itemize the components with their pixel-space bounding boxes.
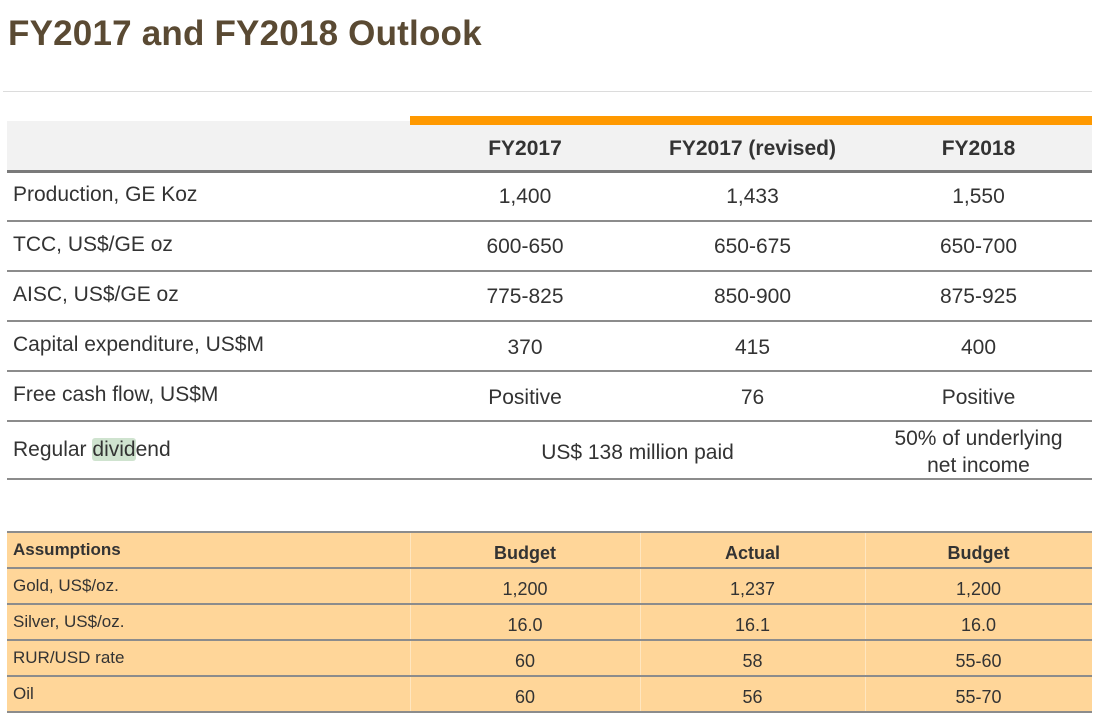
table-row-dividend: Regular dividend US$ 138 million paid 50… (7, 422, 1092, 480)
cell: 600-650 (486, 235, 564, 258)
column-separator (640, 533, 641, 713)
table-row: Silver, US$/oz. 16.0 16.1 16.0 (7, 605, 1092, 641)
accent-bar (410, 116, 1092, 125)
cell: 775-825 (486, 285, 564, 308)
col-header-actual: Actual (724, 543, 780, 563)
cell: 56 (742, 687, 763, 707)
table-row: Free cash flow, US$M Positive 76 Positiv… (7, 372, 1092, 422)
label-text: Regular (13, 438, 93, 461)
merged-cell: US$ 138 million paid (541, 441, 734, 464)
cell-line: 50% of underlying (894, 427, 1063, 450)
label-text: end (135, 438, 171, 461)
cell: 1,550 (952, 185, 1005, 208)
row-label: RUR/USD rate (13, 648, 125, 667)
highlighted-text: divid (92, 438, 136, 461)
table-row: AISC, US$/GE oz 775-825 850-900 875-925 (7, 272, 1092, 322)
row-label: Capital expenditure, US$M (13, 333, 264, 356)
cell: 16.0 (960, 615, 997, 635)
table-row: Gold, US$/oz. 1,200 1,237 1,200 (7, 569, 1092, 605)
cell: 55-60 (955, 651, 1002, 671)
cell: 50% of underlying net income (865, 425, 1092, 479)
cell: 1,237 (729, 579, 776, 599)
cell: 650-675 (713, 235, 792, 258)
cell: 850-900 (713, 285, 792, 308)
cell: 76 (740, 386, 765, 409)
assumptions-header-row: Assumptions Budget Actual Budget (7, 533, 1092, 569)
cell: 16.1 (734, 615, 771, 635)
table-row: Production, GE Koz 1,400 1,433 1,550 (7, 173, 1092, 222)
row-label: Production, GE Koz (13, 183, 198, 206)
cell: 650-700 (939, 235, 1018, 258)
cell: 1,400 (498, 185, 552, 208)
cell: Positive (941, 386, 1016, 409)
cell: 55-70 (955, 687, 1002, 707)
cell: 1,200 (955, 579, 1002, 599)
table-row: TCC, US$/GE oz 600-650 650-675 650-700 (7, 222, 1092, 272)
row-label: TCC, US$/GE oz (13, 233, 173, 256)
cell: 60 (514, 651, 536, 671)
cell: Positive (488, 386, 562, 409)
col-header-fy2018: FY2018 (941, 137, 1016, 160)
assumptions-table: Assumptions Budget Actual Budget Gold, U… (7, 531, 1092, 713)
row-label: Free cash flow, US$M (13, 383, 219, 406)
cell: 16.0 (507, 615, 543, 635)
outlook-header-row: FY2017 FY2017 (revised) FY2018 (7, 121, 1092, 173)
title-divider (3, 91, 1092, 92)
table-row: Oil 60 56 55-70 (7, 677, 1092, 713)
row-label: Oil (13, 684, 34, 703)
cell: 370 (507, 336, 543, 359)
table-row: Capital expenditure, US$M 370 415 400 (7, 322, 1092, 372)
col-header-budget: Budget (494, 543, 556, 563)
cell: 58 (742, 651, 763, 671)
row-label: Silver, US$/oz. (13, 612, 125, 631)
column-separator (410, 533, 411, 713)
col-header-assumptions: Assumptions (13, 540, 121, 559)
col-header-budget: Budget (947, 543, 1010, 563)
cell: 415 (734, 336, 771, 359)
col-header-fy2017: FY2017 (488, 137, 562, 160)
cell: 875-925 (939, 285, 1018, 308)
page-title: FY2017 and FY2018 Outlook (8, 14, 482, 53)
cell: 60 (514, 687, 536, 707)
column-separator (865, 533, 866, 713)
col-header-fy2017-revised: FY2017 (revised) (669, 137, 836, 160)
table-row: RUR/USD rate 60 58 55-60 (7, 641, 1092, 677)
row-label: Gold, US$/oz. (13, 576, 119, 595)
cell: 1,200 (502, 579, 548, 599)
cell: 400 (960, 336, 997, 359)
cell-line: net income (927, 454, 1030, 477)
row-label: AISC, US$/GE oz (13, 283, 179, 306)
row-label: Regular dividend (13, 438, 171, 462)
cell: 1,433 (726, 185, 779, 208)
